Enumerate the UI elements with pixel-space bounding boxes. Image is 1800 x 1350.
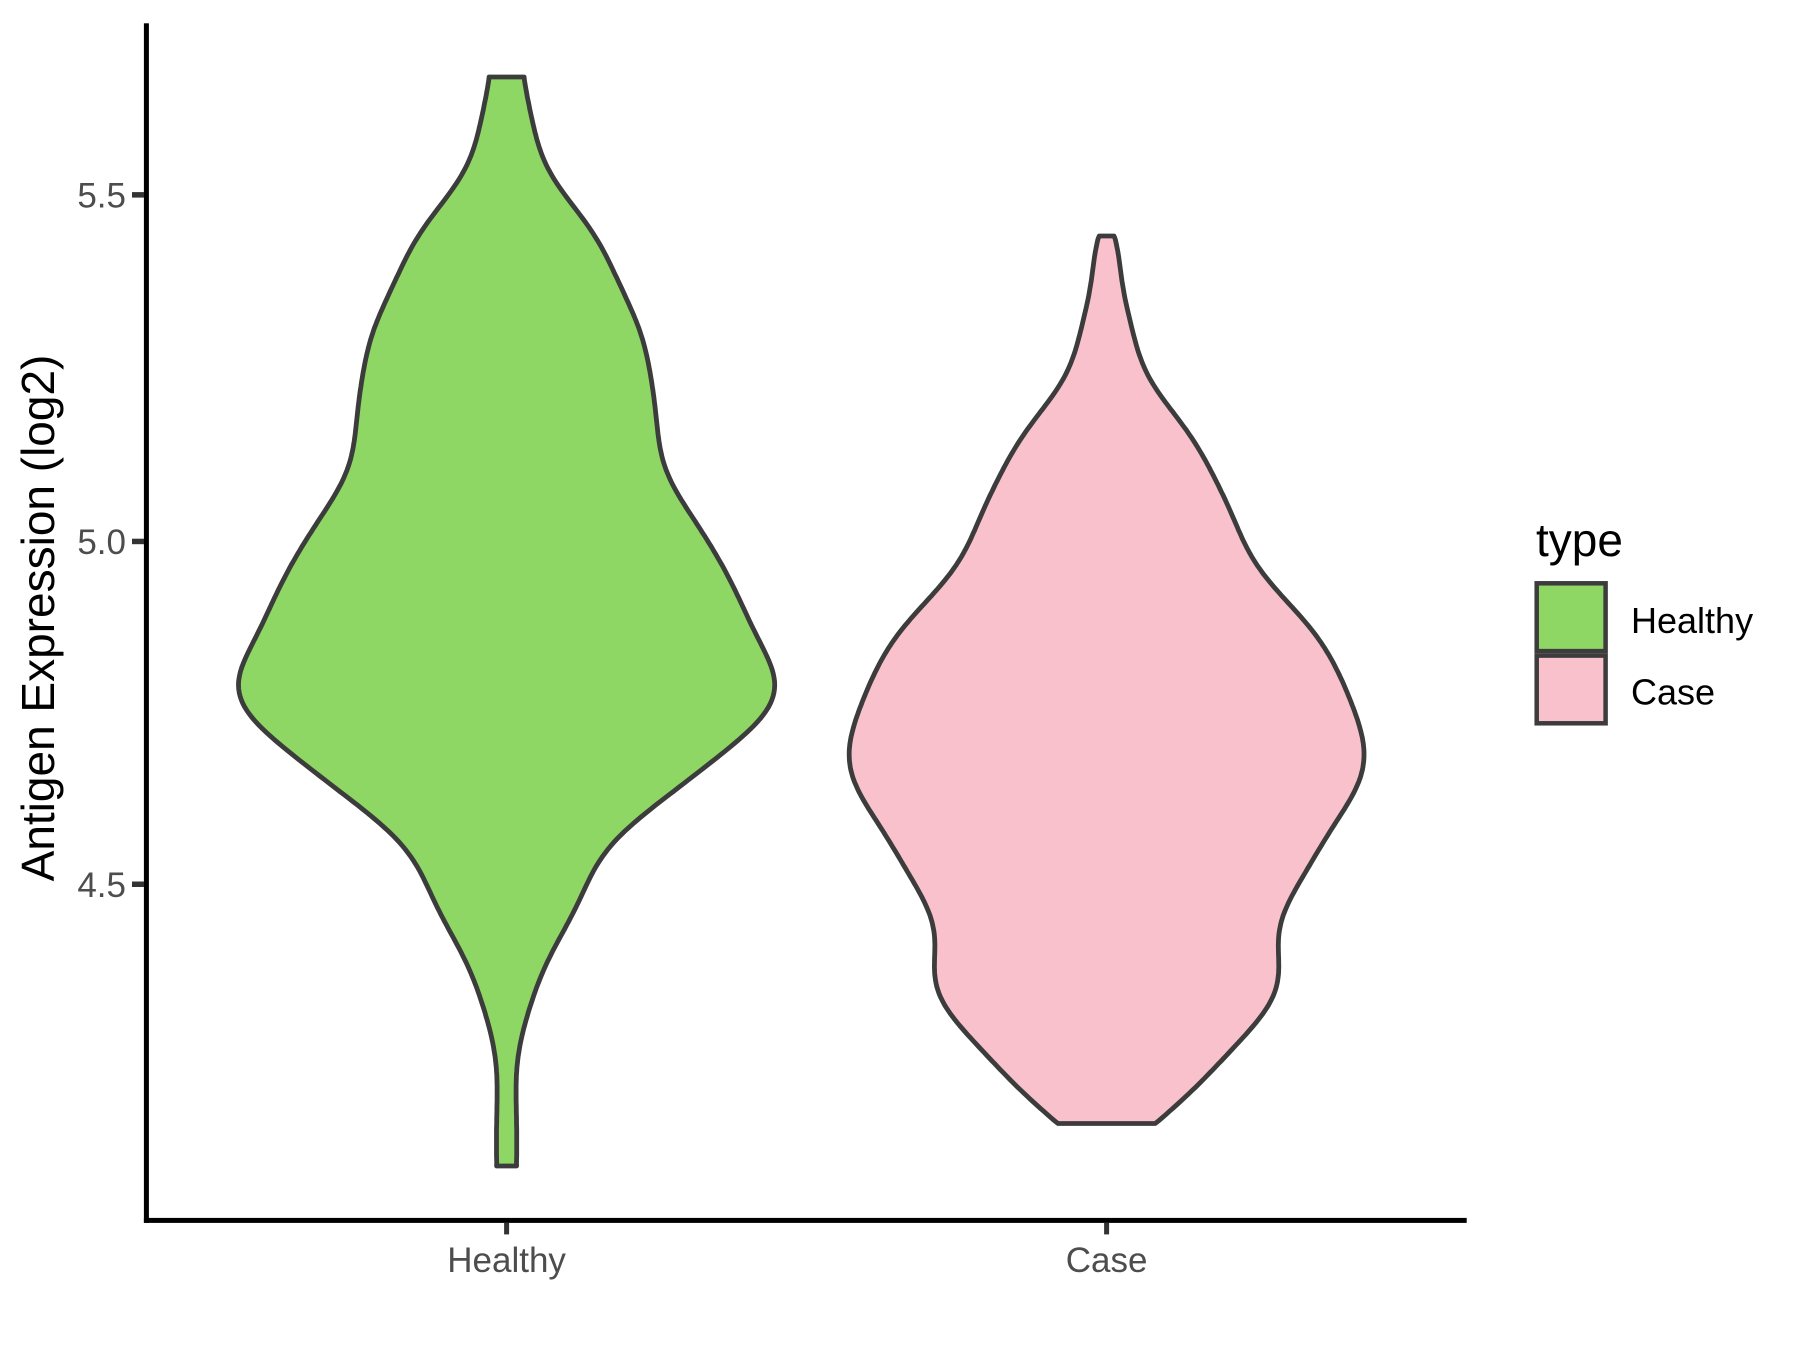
svg-text:5.0: 5.0 (77, 523, 126, 562)
svg-text:Case: Case (1066, 1241, 1148, 1280)
svg-text:Antigen Expression (log2): Antigen Expression (log2) (12, 355, 64, 882)
svg-text:Healthy: Healthy (1631, 600, 1753, 641)
svg-text:4.5: 4.5 (77, 866, 126, 905)
svg-text:type: type (1536, 514, 1623, 566)
svg-text:Case: Case (1631, 672, 1715, 713)
svg-text:Healthy: Healthy (447, 1241, 566, 1280)
svg-text:5.5: 5.5 (77, 177, 126, 216)
